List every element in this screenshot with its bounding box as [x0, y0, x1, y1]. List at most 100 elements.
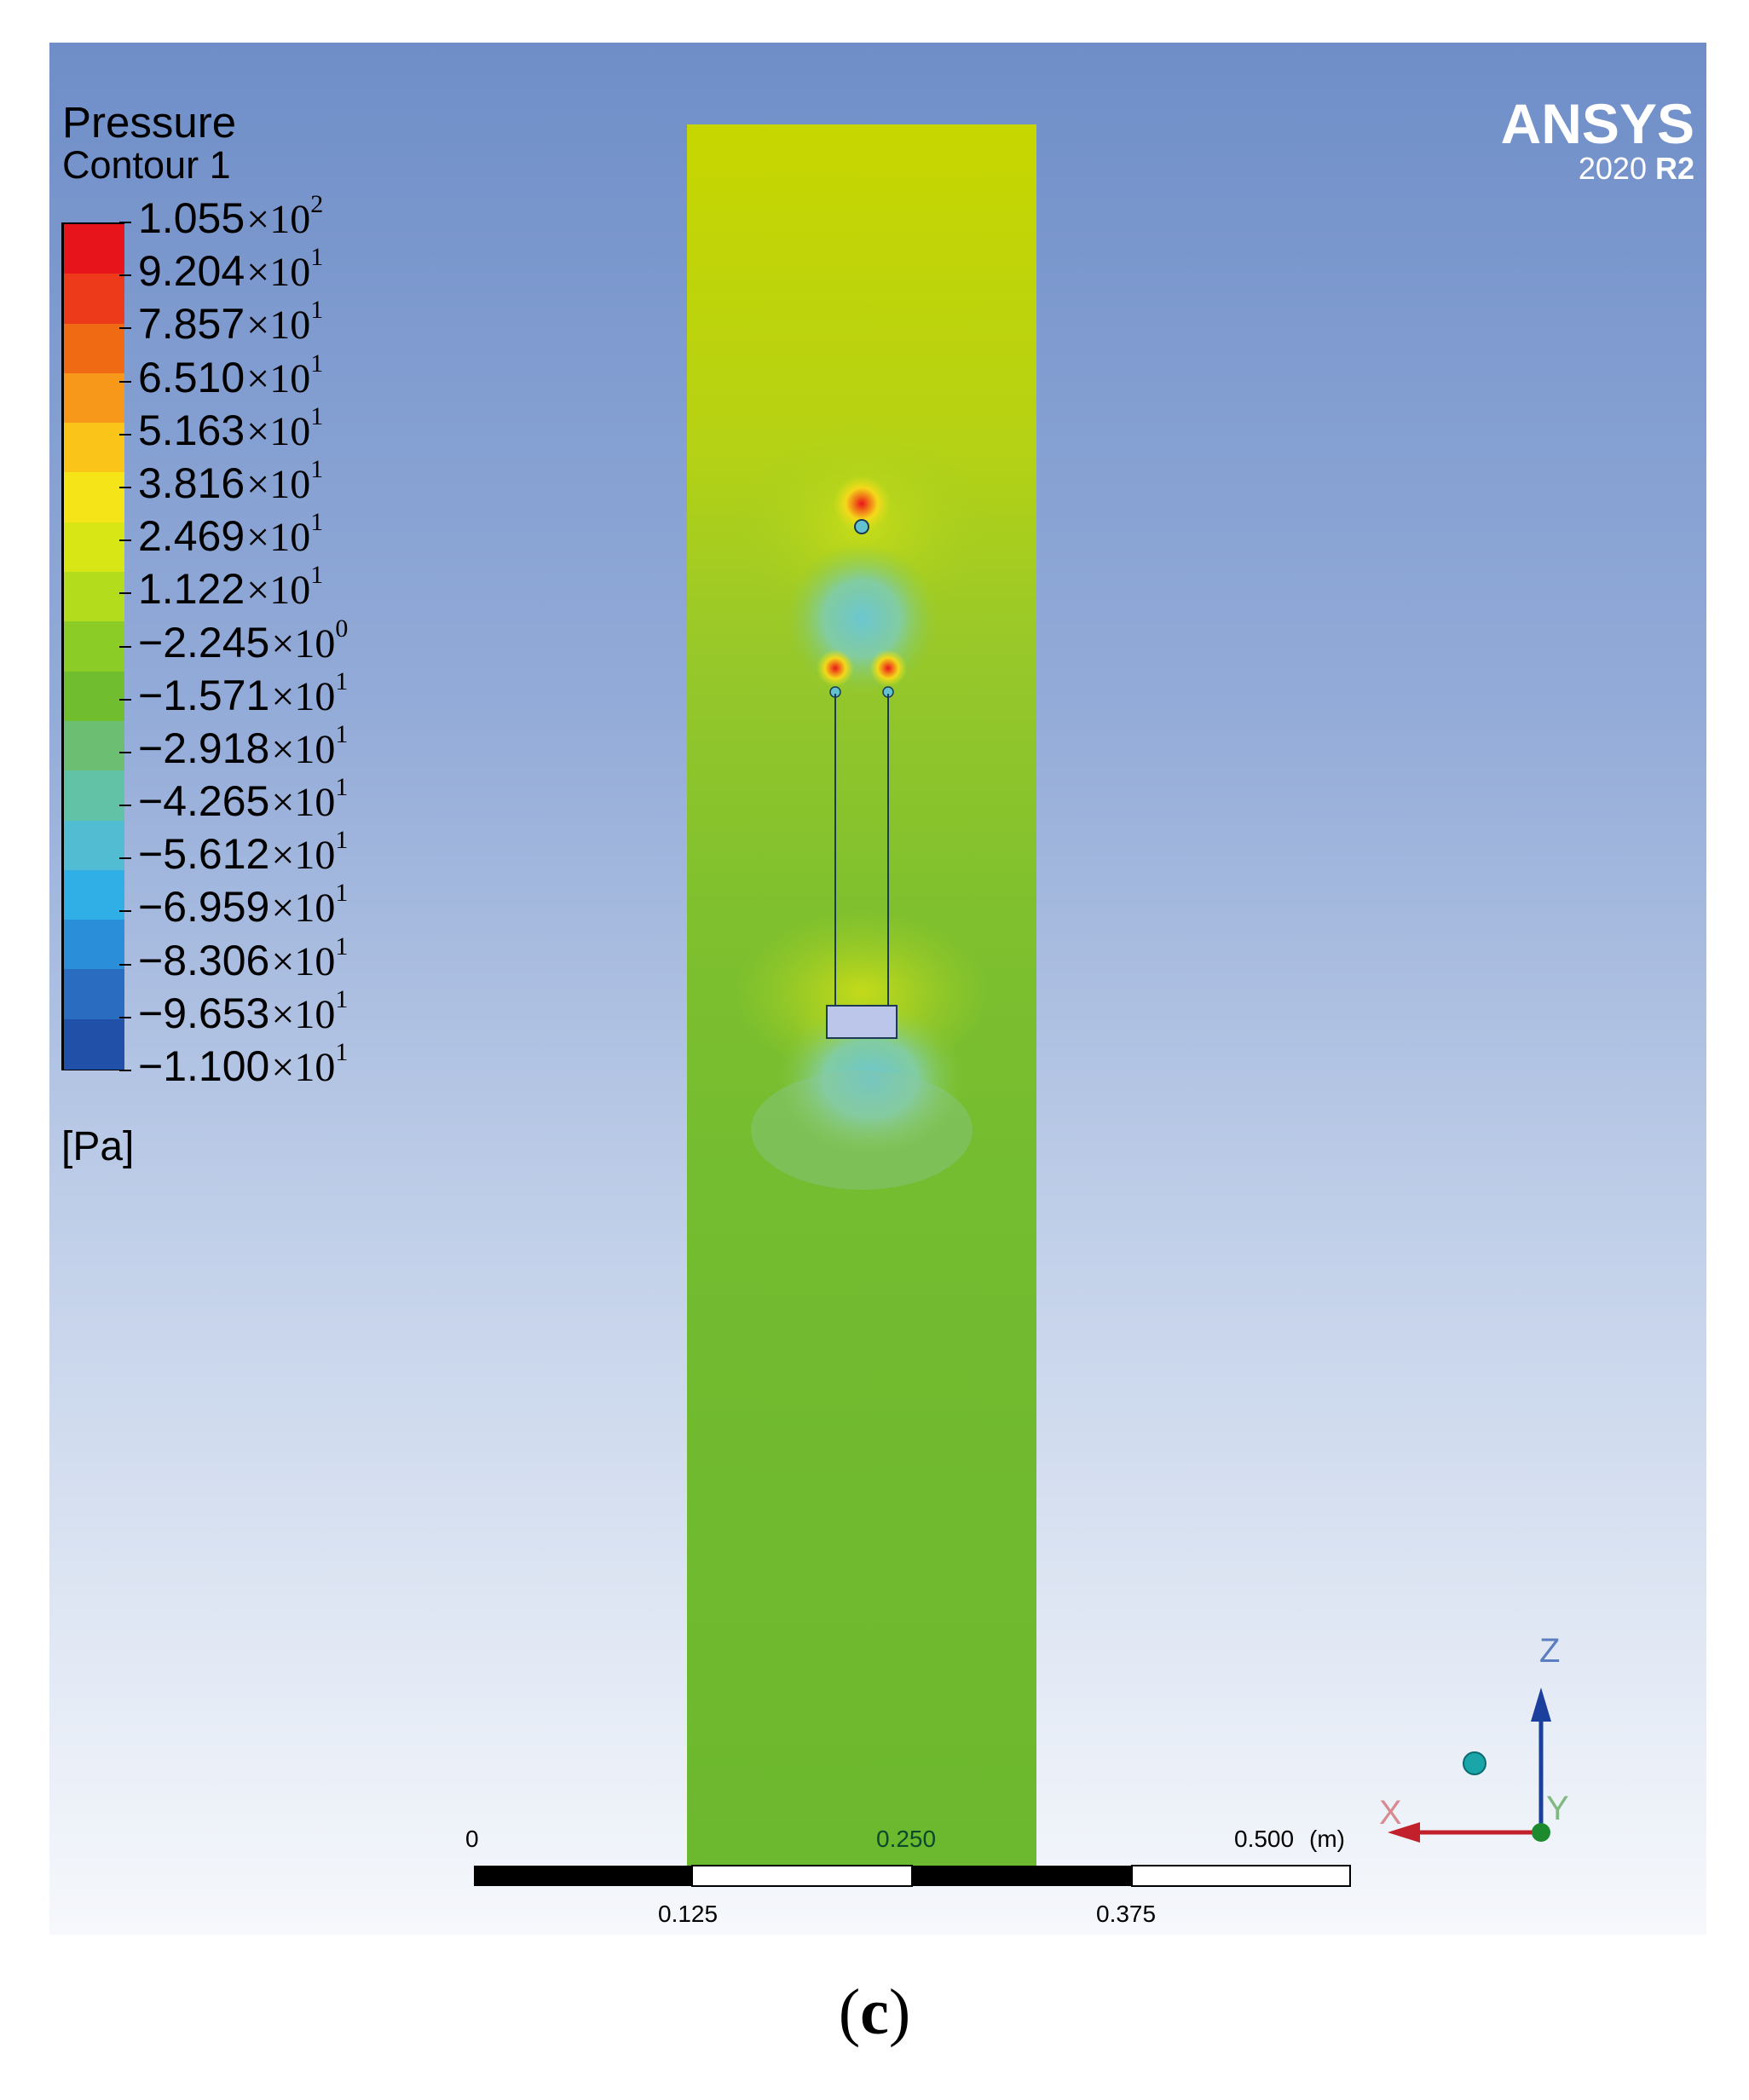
legend-value-mantissa: 7.857 — [138, 300, 245, 349]
caption-close-paren: ) — [888, 1976, 911, 2048]
x-axis-arrowhead — [1388, 1822, 1420, 1843]
legend-value-label: −6.959×101 — [138, 879, 348, 935]
view-center-marker — [1463, 1751, 1486, 1775]
legend-value-times-ten: ×10 — [246, 355, 311, 401]
legend-value-exponent: 1 — [335, 932, 349, 961]
scale-label-0-375: 0.375 — [1096, 1901, 1156, 1927]
legend-tick — [119, 645, 131, 648]
legend-tick — [119, 433, 131, 436]
legend-value-exponent: 1 — [335, 879, 349, 908]
legend-tick — [119, 380, 131, 383]
legend-value-mantissa: 5.163 — [138, 406, 245, 454]
legend-value-mantissa: 1.055 — [138, 194, 245, 242]
legend-band — [64, 720, 124, 772]
scale-segment-1 — [474, 1866, 692, 1886]
legend-value-label: 1.122×101 — [138, 561, 323, 617]
legend-value-label: 2.469×101 — [138, 508, 323, 564]
legend-value-label: 7.857×101 — [138, 296, 323, 352]
legend-unit: [Pa] — [61, 1124, 135, 1169]
legend-value-mantissa: −6.959 — [138, 883, 270, 932]
legend-value-times-ten: ×10 — [246, 197, 311, 242]
legend-band — [64, 522, 124, 574]
legend-value-exponent: 1 — [310, 349, 324, 378]
legend-tick — [119, 698, 131, 701]
legend-band — [64, 671, 124, 722]
legend-band — [64, 621, 124, 672]
legend-tick — [119, 274, 131, 277]
legend-value-label: 9.204×101 — [138, 243, 323, 299]
legend-value-label: −9.653×101 — [138, 985, 348, 1041]
ansys-logo: ANSYS 2020 R2 — [1501, 95, 1694, 186]
legend-value-times-ten: ×10 — [246, 568, 311, 614]
legend-value-exponent: 1 — [310, 243, 324, 272]
legend-value-times-ten: ×10 — [246, 461, 311, 507]
figure-caption: (c) — [0, 1976, 1749, 2050]
legend-value-exponent: 1 — [310, 508, 324, 537]
legend-value-label: 5.163×101 — [138, 402, 323, 459]
legend-value-times-ten: ×10 — [271, 620, 336, 666]
legend-value-times-ten: ×10 — [271, 991, 336, 1037]
legend-value-times-ten: ×10 — [246, 408, 311, 454]
viewer-viewport[interactable]: Pressure Contour 1 1.055×102 9.204×101 7.8… — [49, 43, 1706, 1935]
legend-band — [64, 472, 124, 523]
legend-tick — [119, 751, 131, 753]
legend-value-mantissa: −8.306 — [138, 936, 270, 984]
axis-triad: Z X Y — [1379, 1632, 1569, 1843]
legend-value-times-ten: ×10 — [271, 673, 336, 719]
caption-open-paren: ( — [838, 1976, 861, 2048]
legend-band — [64, 224, 124, 275]
legend-value-times-ten: ×10 — [246, 303, 311, 349]
legend-band — [64, 770, 124, 822]
legend-value-exponent: 1 — [335, 826, 349, 855]
legend-band — [64, 920, 124, 971]
legend-value-mantissa: 9.204 — [138, 247, 245, 296]
legend-value-label: −4.265×101 — [138, 773, 348, 829]
legend-tick — [119, 805, 131, 807]
legend-value-exponent: 1 — [335, 719, 349, 748]
logo-version-release: R2 — [1654, 151, 1694, 186]
legend-value-times-ten: ×10 — [271, 780, 336, 826]
legend-value-times-ten: ×10 — [271, 833, 336, 879]
legend-value-label: −1.571×101 — [138, 667, 348, 724]
legend-value-exponent: 1 — [335, 1038, 349, 1066]
legend-tick — [119, 486, 131, 488]
legend-value-mantissa: −1.100 — [138, 1042, 270, 1090]
scale-label-0-125: 0.125 — [658, 1901, 718, 1927]
legend-tick — [119, 592, 131, 595]
scale-segment-2 — [691, 1865, 913, 1887]
color-legend-bar — [61, 222, 124, 1070]
legend-value-mantissa: 2.469 — [138, 512, 245, 561]
legend-value-label: −1.100×101 — [138, 1038, 348, 1094]
legend-tick — [119, 910, 131, 913]
legend-subtitle: Contour 1 — [62, 143, 231, 187]
logo-version: 2020 R2 — [1501, 152, 1694, 186]
legend-value-mantissa: 3.816 — [138, 459, 245, 507]
legend-value-exponent: 1 — [335, 773, 349, 802]
x-axis-label: X — [1379, 1794, 1402, 1832]
legend-value-label: 6.510×101 — [138, 349, 323, 406]
legend-band — [64, 372, 124, 424]
legend-value-exponent: 1 — [335, 984, 349, 1013]
legend-value-label: −5.612×101 — [138, 826, 348, 882]
scale-label-0: 0 — [465, 1828, 479, 1852]
legend-tick — [119, 539, 131, 542]
legend-tick — [119, 222, 131, 223]
scale-segment-3 — [912, 1866, 1132, 1886]
legend-value-exponent: 1 — [310, 296, 324, 325]
scale-label-0-250: 0.250 — [876, 1828, 936, 1852]
legend-value-mantissa: −1.571 — [138, 671, 270, 719]
legend-tick — [119, 857, 131, 860]
legend-band — [64, 423, 124, 474]
legend-value-exponent: 1 — [310, 561, 324, 590]
legend-value-exponent: 1 — [310, 401, 324, 430]
legend-value-exponent: 2 — [310, 190, 324, 218]
z-axis-label: Z — [1539, 1632, 1560, 1670]
legend-value-exponent: 1 — [335, 666, 349, 695]
y-axis-marker — [1532, 1823, 1550, 1842]
legend-value-times-ten: ×10 — [271, 1045, 336, 1090]
legend-band — [64, 820, 124, 871]
legend-value-label: −2.245×100 — [138, 614, 348, 671]
legend-value-times-ten: ×10 — [246, 250, 311, 296]
legend-band — [64, 572, 124, 623]
logo-name: ANSYS — [1500, 92, 1694, 155]
